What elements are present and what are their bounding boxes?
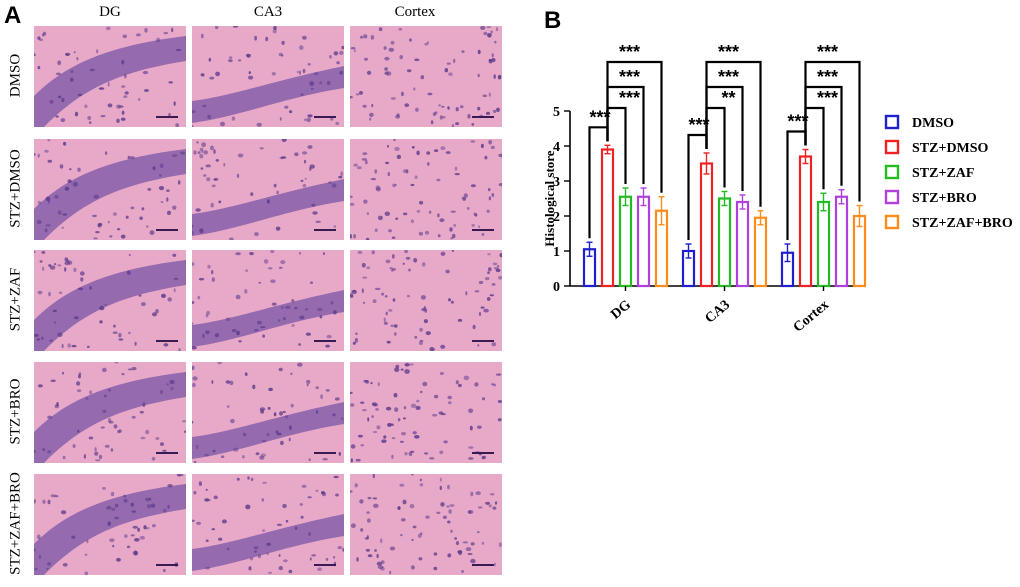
- significance-label: ***: [619, 67, 640, 87]
- micrograph-tile: [192, 250, 344, 351]
- row-label: DMSO: [7, 53, 24, 98]
- scale-bar: [156, 116, 178, 118]
- significance-label: **: [721, 88, 735, 108]
- x-tick-label: DG: [608, 298, 634, 323]
- legend-swatch: [884, 164, 900, 180]
- micrograph-tile: [350, 362, 502, 463]
- micrograph-tile: [192, 139, 344, 240]
- column-label: DG: [99, 4, 121, 20]
- scale-bar: [156, 229, 178, 231]
- significance-bracket: [705, 60, 762, 207]
- row-label: STZ+ZAF: [7, 267, 24, 332]
- significance-label: ***: [718, 42, 739, 62]
- legend-label: DMSO: [912, 116, 954, 131]
- legend-label: STZ+BRO: [912, 191, 977, 206]
- legend-swatch: [884, 189, 900, 205]
- scale-bar: [314, 340, 336, 342]
- bar-stz-zaf-bro: [753, 216, 768, 288]
- scale-bar: [472, 564, 494, 566]
- scale-bar: [472, 340, 494, 342]
- legend-swatch: [884, 214, 900, 230]
- micrograph-tile: [350, 250, 502, 351]
- bar-stz-zaf: [717, 197, 732, 288]
- scale-bar: [314, 229, 336, 231]
- scale-bar: [472, 452, 494, 454]
- scale-bar: [156, 452, 178, 454]
- row-label: STZ+ZAF+BRO: [7, 472, 24, 575]
- scale-bar: [314, 564, 336, 566]
- y-tick-label: 3: [553, 175, 560, 190]
- micrograph-tile: [350, 139, 502, 240]
- bar-stz-dmso: [600, 148, 615, 288]
- scale-bar: [472, 116, 494, 118]
- legend-label: STZ+ZAF: [912, 166, 974, 181]
- row-label: STZ+BRO: [7, 378, 24, 445]
- column-label: CA3: [253, 4, 283, 20]
- bar-stz-bro: [735, 200, 750, 288]
- micrograph-tile: [34, 26, 186, 127]
- micrograph-tile: [34, 362, 186, 463]
- significance-label: ***: [619, 88, 640, 108]
- scale-bar: [314, 116, 336, 118]
- bar-stz-zaf: [618, 195, 633, 288]
- y-tick-label: 2: [553, 210, 560, 225]
- micrograph-tile: [34, 474, 186, 575]
- significance-label: ***: [788, 112, 809, 132]
- scale-bar: [472, 229, 494, 231]
- panel-a-letter: A: [4, 2, 22, 29]
- y-axis-label: Histological store: [542, 150, 557, 246]
- legend-label: STZ+ZAF+BRO: [912, 216, 1013, 231]
- significance-bracket: [606, 60, 663, 193]
- micrograph-tile: [350, 474, 502, 575]
- significance-label: ***: [817, 67, 838, 87]
- legend-label: STZ+DMSO: [912, 141, 989, 156]
- micrograph-tile: [192, 474, 344, 575]
- significance-label: ***: [817, 88, 838, 108]
- scale-bar: [314, 452, 336, 454]
- significance-label: ***: [689, 115, 710, 135]
- bar-stz-dmso: [699, 162, 714, 288]
- legend-swatch: [884, 114, 900, 130]
- bar-stz-bro: [636, 195, 651, 288]
- x-tick-label: CA3: [703, 298, 734, 327]
- significance-label: ***: [718, 67, 739, 87]
- micrograph-tile: [192, 26, 344, 127]
- panel-b-letter: B: [544, 7, 561, 34]
- micrograph-tile: [34, 139, 186, 240]
- scale-bar: [156, 340, 178, 342]
- legend-swatch: [884, 139, 900, 155]
- y-tick-label: 4: [553, 140, 560, 155]
- row-label: STZ+DMSO: [7, 149, 24, 228]
- micrograph-tile: [192, 362, 344, 463]
- significance-label: ***: [619, 42, 640, 62]
- y-tick-label: 5: [553, 105, 560, 120]
- micrograph-tile: [350, 26, 502, 127]
- y-tick-label: 1: [553, 245, 560, 260]
- significance-label: ***: [590, 107, 611, 127]
- scale-bar: [156, 564, 178, 566]
- y-tick-label: 0: [553, 280, 560, 295]
- x-tick-label: Cortex: [791, 298, 832, 336]
- column-label: Cortex: [394, 4, 436, 20]
- micrograph-tile: [34, 250, 186, 351]
- significance-bracket: [804, 60, 861, 202]
- bar-stz-bro: [834, 195, 849, 288]
- bar-stz-dmso: [798, 155, 813, 288]
- bar-stz-zaf: [816, 200, 831, 288]
- significance-label: ***: [817, 42, 838, 62]
